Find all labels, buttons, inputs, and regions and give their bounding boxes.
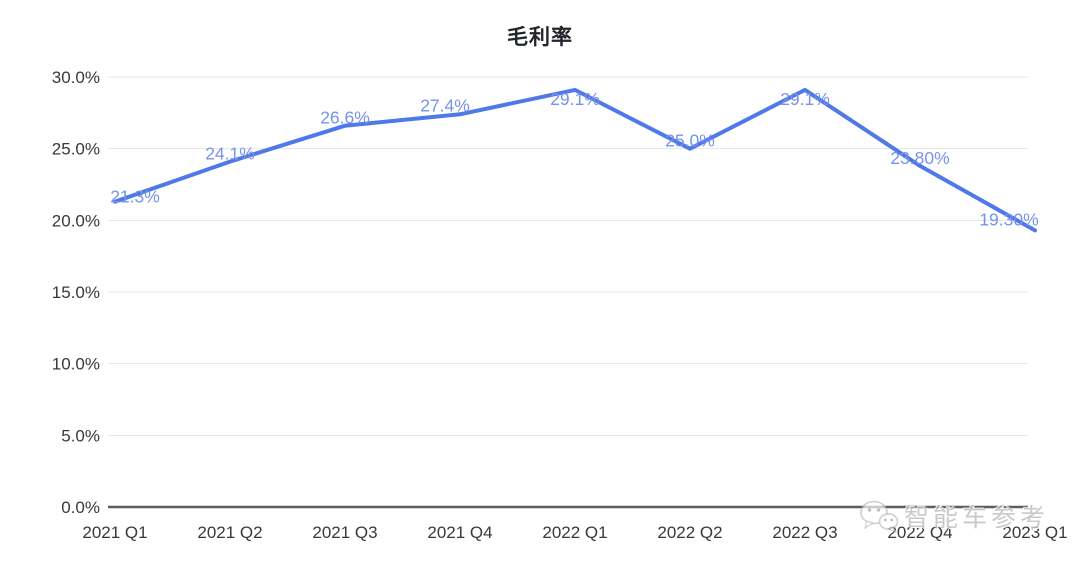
data-point-label: 26.6% [320,108,370,128]
x-axis-tick-label: 2022 Q3 [772,523,837,542]
series-line [113,87,1037,233]
x-axis-tick-label: 2021 Q3 [312,523,377,542]
x-axis-tick-label: 2021 Q2 [197,523,262,542]
data-point-label: 24.1% [205,144,255,164]
y-axis-tick-label: 20.0% [52,211,100,230]
data-point-label: 29.1% [780,89,830,109]
data-point-label: 23.80% [890,148,949,168]
x-axis-tick-label: 2021 Q4 [427,523,492,542]
y-axis-tick-label: 0.0% [61,498,100,517]
data-point-label: 21.3% [110,187,160,207]
y-axis-tick-label: 25.0% [52,140,100,159]
x-axis-tick-label: 2022 Q1 [542,523,607,542]
y-axis-tick-label: 30.0% [52,68,100,87]
y-axis-tick-label: 15.0% [52,283,100,302]
data-point-label: 25.0% [665,131,715,151]
data-point-label: 29.1% [550,89,600,109]
x-axis-tick-label: 2022 Q4 [887,523,952,542]
x-axis-tick-label: 2021 Q1 [82,523,147,542]
x-axis-tick-label: 2023 Q1 [1002,523,1067,542]
x-axis-tick-label: 2022 Q2 [657,523,722,542]
y-axis-tick-label: 5.0% [61,426,100,445]
data-point-label: 27.4% [420,95,470,115]
y-axis-tick-label: 10.0% [52,355,100,374]
chart-title: 毛利率 [507,26,573,49]
data-point-label: 19.30% [979,209,1038,229]
